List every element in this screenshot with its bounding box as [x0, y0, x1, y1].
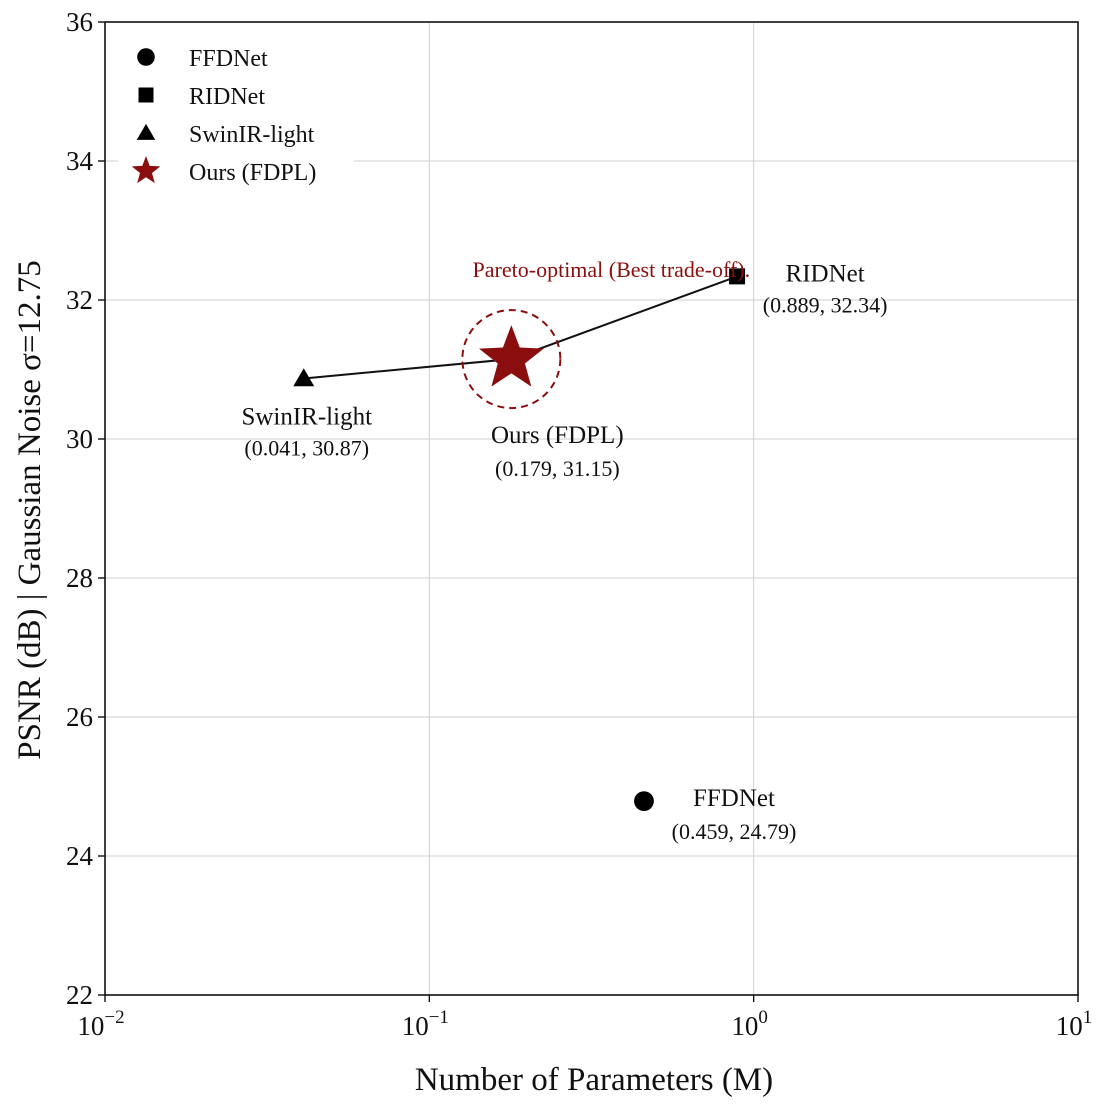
legend-label: RIDNet	[189, 84, 265, 110]
point-label-value: (0.889, 32.34)	[763, 292, 888, 317]
pareto-annotation: Pareto-optimal (Best trade-off).	[473, 257, 751, 282]
plot-frame	[104, 21, 1079, 996]
point-label-value: (0.041, 30.87)	[244, 436, 369, 461]
legend-label: Ours (FDPL)	[189, 160, 316, 186]
legend: FFDNet RIDNet SwinIR-light Ours (FDPL)	[118, 34, 354, 192]
y-tick-label: 28	[66, 563, 93, 593]
y-tick-label: 32	[66, 285, 93, 315]
grid	[104, 21, 1079, 996]
y-tick-label: 22	[66, 980, 93, 1010]
x-tick-label: 100	[731, 1007, 768, 1041]
point-label-name: FFDNet	[693, 785, 775, 812]
x-tick-label: 10−1	[402, 1007, 449, 1041]
y-axis-label: PSNR (dB) | Gaussian Noise σ=12.75	[12, 260, 48, 760]
legend-label: FFDNet	[189, 46, 268, 72]
legend-marker-star	[131, 156, 161, 184]
point-label-name: RIDNet	[786, 260, 865, 287]
legend-box	[118, 34, 354, 192]
point-label-name: Ours (FDPL)	[491, 422, 624, 449]
y-tick-label: 34	[66, 146, 94, 176]
axes: 10−2 10−1 100 101 22 24 26 28 30 32 34 36	[66, 7, 1092, 1041]
legend-marker-circle	[137, 48, 155, 66]
x-axis-label: Number of Parameters (M)	[415, 1062, 773, 1098]
point-label-value: (0.459, 24.79)	[672, 819, 797, 844]
x-tick-label: 10−2	[77, 1007, 124, 1041]
point-label-name: SwinIR-light	[241, 404, 372, 431]
y-tick-label: 26	[66, 702, 93, 732]
pareto-highlight-circle	[461, 309, 562, 410]
y-tick-label: 36	[66, 7, 93, 37]
point-label-value: (0.179, 31.15)	[495, 456, 620, 481]
marker-circle	[634, 791, 654, 811]
y-tick-label: 24	[66, 841, 94, 871]
marker-square	[729, 268, 746, 285]
legend-marker-triangle	[136, 123, 156, 140]
legend-marker-square	[138, 87, 154, 103]
point-labels: Pareto-optimal (Best trade-off). FFDNet (0…	[241, 257, 887, 844]
x-tick-label: 101	[1056, 1007, 1093, 1041]
y-tick-label: 30	[66, 424, 93, 454]
legend-label: SwinIR-light	[189, 122, 315, 148]
marker-triangle	[293, 368, 315, 387]
marker-star	[479, 325, 544, 387]
data-points	[293, 268, 746, 811]
